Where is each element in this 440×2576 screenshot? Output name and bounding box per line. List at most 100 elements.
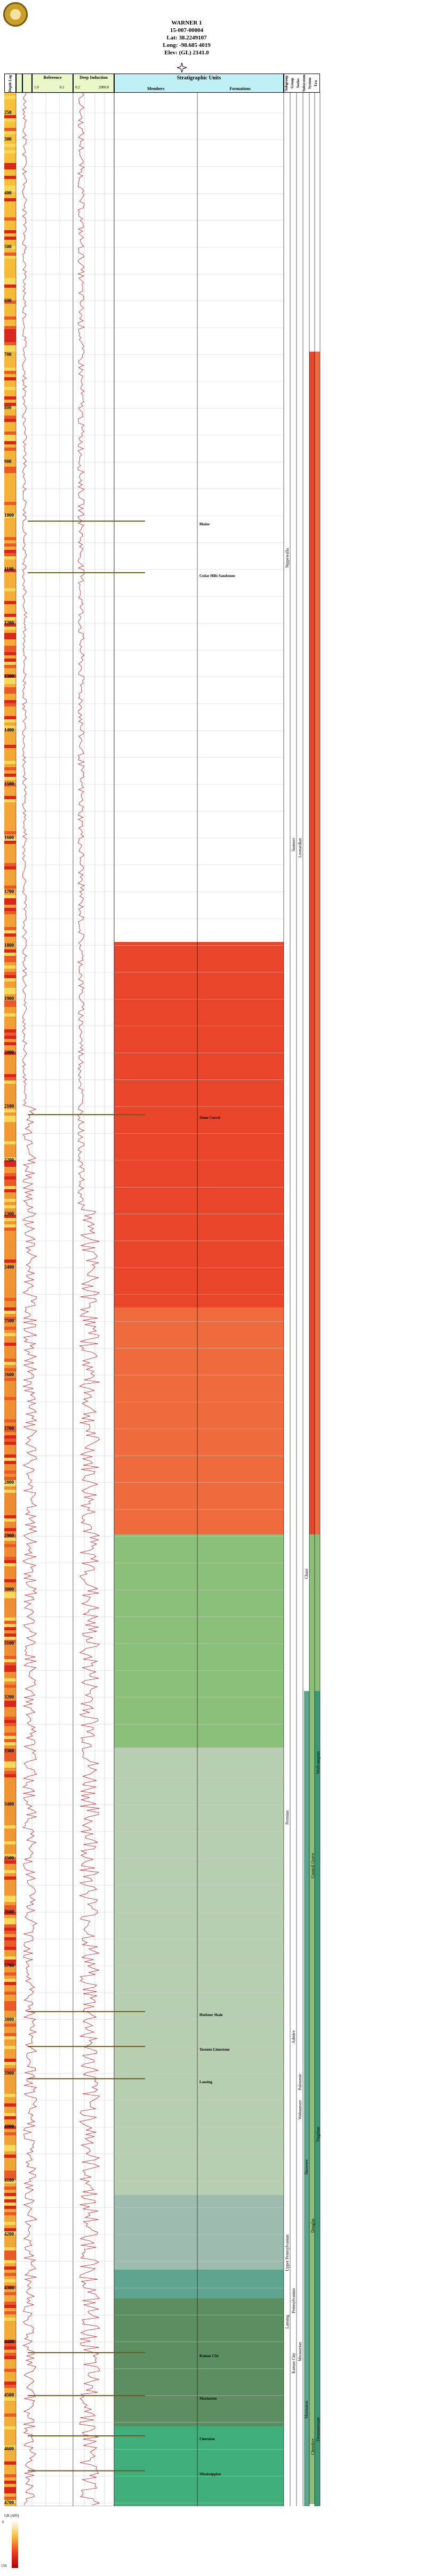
gr-band bbox=[4, 1739, 16, 1742]
gr-band bbox=[4, 898, 16, 901]
compass-icon bbox=[177, 63, 187, 72]
unit-label: Kansas City bbox=[291, 2352, 296, 2374]
gr-band bbox=[4, 911, 16, 914]
depth-label: 2200 bbox=[4, 1157, 14, 1163]
unit-label: Nippewalla bbox=[285, 548, 290, 568]
gr-band bbox=[4, 2500, 16, 2503]
gr-band bbox=[4, 719, 16, 722]
depth-label: 3100 bbox=[4, 1640, 14, 1646]
gr-band bbox=[4, 2024, 16, 2027]
gr-band bbox=[4, 2171, 16, 2174]
gr-band bbox=[4, 1180, 16, 1183]
gr-band bbox=[4, 1912, 16, 1915]
depth-label: 1500 bbox=[4, 781, 14, 787]
gr-band bbox=[4, 1560, 16, 1563]
unit-label: Chase bbox=[304, 1568, 309, 1579]
gr-band bbox=[4, 1454, 16, 1458]
gr-band bbox=[4, 1621, 16, 1624]
legend-min: 0 bbox=[2, 2520, 4, 2524]
gr-band bbox=[4, 1470, 16, 1474]
unit-label: Missourian bbox=[298, 2342, 302, 2361]
gr-band bbox=[4, 256, 16, 259]
gr-band bbox=[4, 2305, 16, 2308]
gr-band bbox=[4, 646, 16, 649]
gr-band bbox=[4, 956, 16, 959]
gr-band bbox=[4, 2174, 16, 2177]
gr-band bbox=[4, 1224, 16, 1228]
gr-band bbox=[4, 2036, 16, 2039]
gr-band bbox=[4, 2382, 16, 2385]
elevation: Elev: (GL) 2141.0 bbox=[164, 50, 209, 56]
res-scale-min: 0.2 bbox=[75, 85, 80, 90]
gr-band bbox=[4, 285, 16, 288]
gr-band bbox=[4, 237, 16, 240]
gr-band bbox=[4, 1854, 16, 1857]
gr-band bbox=[4, 1052, 16, 1055]
member-label: Mississippian bbox=[199, 2472, 221, 2476]
depth-label: 1200 bbox=[4, 620, 14, 625]
gr-band bbox=[4, 329, 16, 332]
unit-label: Cherokee bbox=[310, 2439, 315, 2455]
depth-label: 2500 bbox=[4, 1318, 14, 1324]
gr-band bbox=[4, 1419, 16, 1423]
gr-band bbox=[4, 1176, 16, 1180]
gr-band bbox=[4, 2196, 16, 2199]
gamma-header bbox=[16, 74, 22, 93]
gr-band bbox=[4, 185, 16, 189]
gr-band bbox=[4, 1857, 16, 1860]
well-log-body bbox=[4, 93, 321, 2506]
gr-band bbox=[4, 2228, 16, 2231]
unit-label: Upper Pennsylvanian bbox=[285, 2234, 290, 2271]
gr-band bbox=[4, 2487, 16, 2490]
gr-band bbox=[4, 435, 16, 438]
depth-label: 2100 bbox=[4, 1103, 14, 1109]
gr-band bbox=[4, 1918, 16, 1921]
gr-band bbox=[4, 1979, 16, 1982]
gr-band bbox=[4, 419, 16, 422]
gr-band bbox=[4, 1733, 16, 1736]
gr-band bbox=[4, 2212, 16, 2215]
gr-band bbox=[4, 2017, 16, 2020]
gr-band bbox=[4, 2385, 16, 2388]
depth-label: 1900 bbox=[4, 996, 14, 1002]
unit-label: Virgilian bbox=[316, 2127, 321, 2142]
gr-band bbox=[4, 332, 16, 336]
gr-band bbox=[4, 1004, 16, 1007]
gr-band bbox=[4, 1825, 16, 1829]
gr-band bbox=[4, 2008, 16, 2011]
unit-label: Douglas bbox=[310, 2218, 315, 2233]
depth-label: 4200 bbox=[4, 2231, 14, 2237]
gr-band bbox=[4, 636, 16, 639]
depth-label: 800 bbox=[4, 405, 12, 411]
gr-band bbox=[4, 1921, 16, 1924]
gr-band bbox=[4, 336, 16, 339]
gr-band bbox=[4, 681, 16, 684]
gr-band bbox=[4, 1755, 16, 1758]
depth-label: 4700 bbox=[4, 2500, 14, 2505]
depth-label: 900 bbox=[4, 459, 12, 465]
groups-header: Subgroup Group Series Subsystem System E… bbox=[284, 74, 320, 93]
gr-band bbox=[4, 1333, 16, 1336]
unit-label: Leonardian bbox=[298, 838, 302, 858]
unit-label: Shawnee bbox=[304, 2159, 309, 2175]
unit-label: Paleozoic bbox=[298, 2073, 302, 2090]
gr-band bbox=[4, 959, 16, 962]
gr-band bbox=[4, 1359, 16, 1362]
gr-band bbox=[4, 1001, 16, 1004]
gr-band bbox=[4, 633, 16, 636]
gr-band bbox=[4, 2155, 16, 2158]
gr-band bbox=[4, 2001, 16, 2004]
gr-band bbox=[4, 2206, 16, 2209]
gr-band bbox=[4, 118, 16, 121]
gr-band bbox=[4, 1665, 16, 1669]
gr-band bbox=[4, 2199, 16, 2203]
gr-band bbox=[4, 2414, 16, 2417]
gr-band bbox=[4, 2474, 16, 2477]
gr-band bbox=[4, 678, 16, 681]
member-label: Lansing bbox=[199, 2079, 213, 2084]
gr-band bbox=[4, 972, 16, 975]
gr-band bbox=[4, 1870, 16, 1873]
depth-label: 250 bbox=[4, 110, 12, 115]
gr-band bbox=[4, 1311, 16, 1314]
gr-band bbox=[4, 300, 16, 304]
